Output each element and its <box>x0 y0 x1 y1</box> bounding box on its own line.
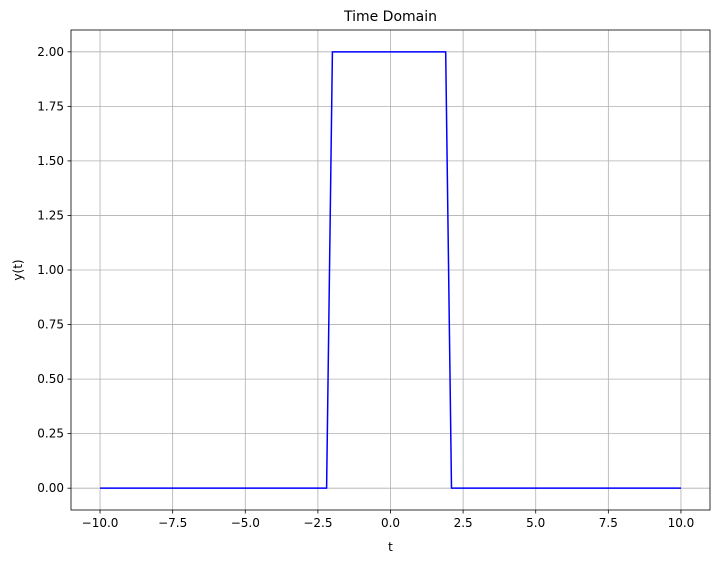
chart-title: Time Domain <box>343 9 437 25</box>
y-axis-label: y(t) <box>11 259 25 280</box>
x-tick-label: 0.0 <box>381 516 400 530</box>
x-tick-label: −10.0 <box>82 516 119 530</box>
x-tick-label: 5.0 <box>526 516 545 530</box>
x-tick-label: 2.5 <box>454 516 473 530</box>
y-tick-label: 0.75 <box>37 318 64 332</box>
y-tick-label: 2.00 <box>37 45 64 59</box>
y-tick-label: 0.25 <box>37 427 64 441</box>
series-layer <box>100 51 681 489</box>
y-tick-label: 1.25 <box>37 208 64 222</box>
x-tick-label: −2.5 <box>303 516 332 530</box>
x-axis: −10.0 −7.5 −5.0 −2.5 0.0 2.5 5.0 7.5 10.0 <box>82 510 695 530</box>
series-line-0 <box>100 51 681 489</box>
x-axis-label: t <box>388 540 393 554</box>
y-axis: 0.00 0.25 0.50 0.75 1.00 1.25 1.50 1.75 2.00 <box>37 45 71 495</box>
x-tick-label: −5.0 <box>231 516 260 530</box>
x-tick-label: 7.5 <box>599 516 618 530</box>
x-tick-label: −7.5 <box>158 516 187 530</box>
y-tick-label: 1.50 <box>37 154 64 168</box>
x-tick-label: 10.0 <box>668 516 695 530</box>
y-tick-label: 1.75 <box>37 99 64 113</box>
y-tick-label: 0.50 <box>37 372 64 386</box>
y-tick-label: 0.00 <box>37 481 64 495</box>
y-tick-label: 1.00 <box>37 263 64 277</box>
